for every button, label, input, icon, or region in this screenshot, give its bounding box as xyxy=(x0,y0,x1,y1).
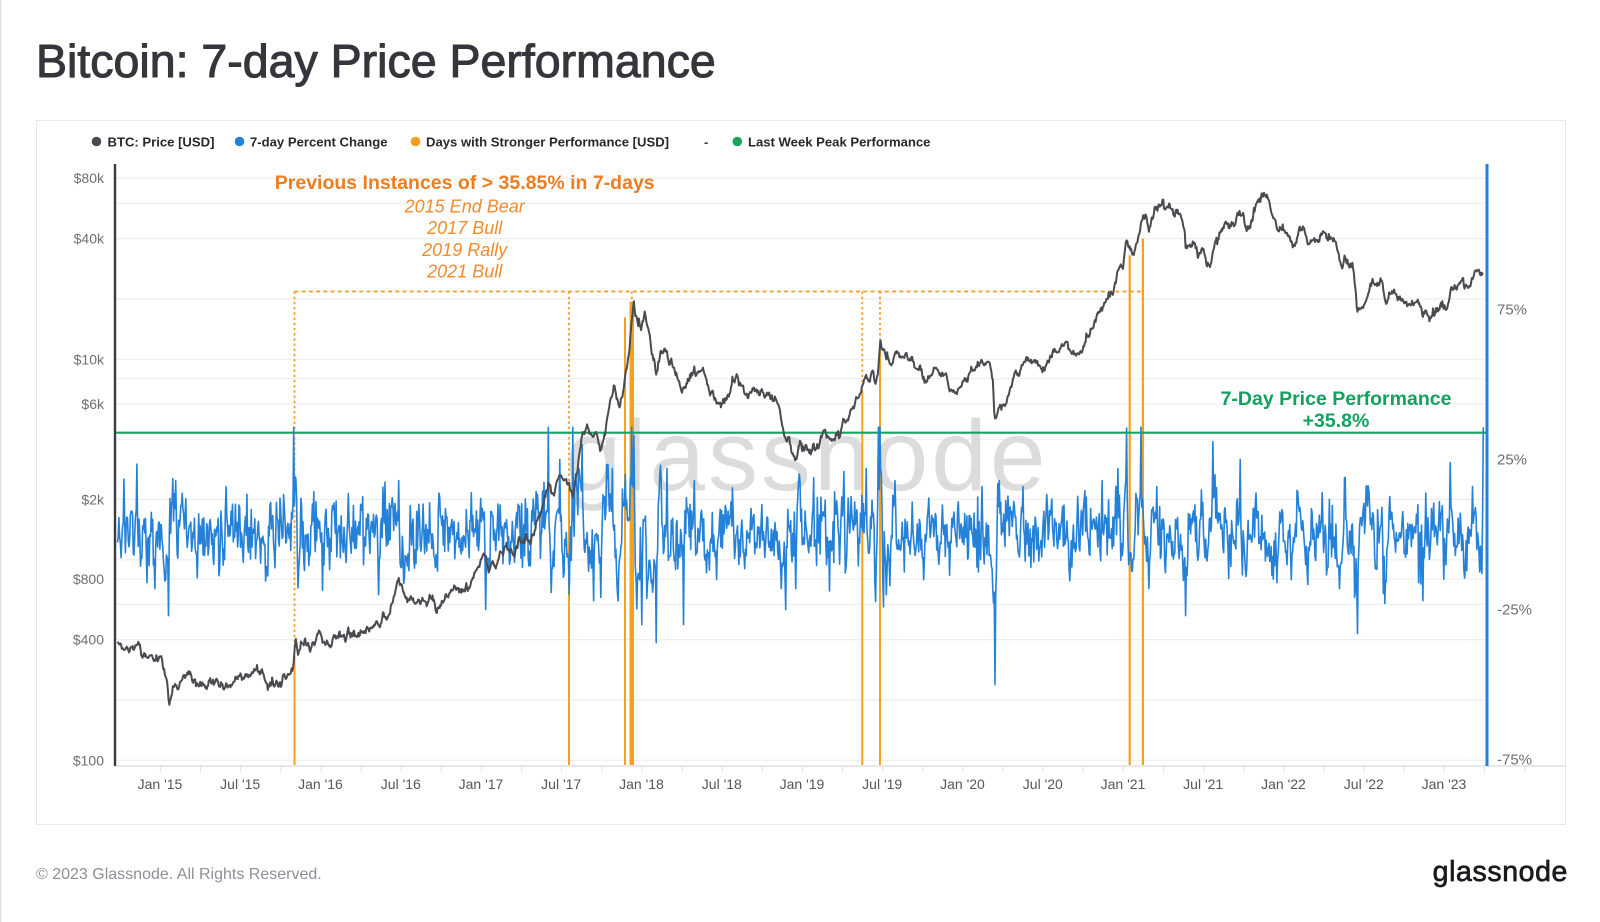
svg-text:7-day Percent Change: 7-day Percent Change xyxy=(250,135,388,150)
svg-text:glassnode: glassnode xyxy=(566,400,1049,512)
svg-text:Jul '16: Jul '16 xyxy=(381,776,421,792)
svg-text:$80k: $80k xyxy=(74,170,105,186)
svg-text:Jan '20: Jan '20 xyxy=(940,776,985,792)
svg-text:Jan '21: Jan '21 xyxy=(1101,776,1146,792)
svg-text:Jul '22: Jul '22 xyxy=(1344,776,1384,792)
svg-text:Jan '22: Jan '22 xyxy=(1261,776,1306,792)
svg-text:$10k: $10k xyxy=(74,351,105,367)
svg-text:-75%: -75% xyxy=(1497,752,1532,769)
svg-text:$6k: $6k xyxy=(81,396,105,412)
svg-text:Last Week Peak Performance: Last Week Peak Performance xyxy=(748,135,930,150)
svg-text:2017 Bull: 2017 Bull xyxy=(426,218,503,238)
svg-text:Previous Instances of > 35.85%: Previous Instances of > 35.85% in 7-days xyxy=(275,172,655,194)
svg-text:Jul '17: Jul '17 xyxy=(541,776,581,792)
svg-text:Bitcoin: 7-day Price Performan: Bitcoin: 7-day Price Performance xyxy=(36,35,716,87)
svg-text:$40k: $40k xyxy=(74,231,105,247)
svg-text:2015 End Bear: 2015 End Bear xyxy=(404,196,526,216)
svg-text:-25%: -25% xyxy=(1497,602,1532,619)
svg-text:$100: $100 xyxy=(73,752,104,768)
svg-text:Jan '16: Jan '16 xyxy=(298,776,343,792)
svg-text:Jul '15: Jul '15 xyxy=(220,776,260,792)
svg-text:Jul '21: Jul '21 xyxy=(1183,776,1223,792)
svg-text:7-Day Price Performance: 7-Day Price Performance xyxy=(1221,388,1452,410)
svg-text:75%: 75% xyxy=(1497,302,1527,319)
svg-text:Jan '19: Jan '19 xyxy=(780,776,825,792)
svg-text:$2k: $2k xyxy=(81,491,105,507)
svg-text:$800: $800 xyxy=(73,571,104,587)
svg-text:-: - xyxy=(704,135,708,150)
svg-text:+35.8%: +35.8% xyxy=(1303,410,1370,432)
svg-text:© 2023 Glassnode. All Rights R: © 2023 Glassnode. All Rights Reserved. xyxy=(36,866,322,883)
svg-text:2019 Rally: 2019 Rally xyxy=(421,240,508,260)
svg-text:Days with Stronger Performance: Days with Stronger Performance [USD] xyxy=(426,135,669,150)
svg-text:glassnode: glassnode xyxy=(1433,856,1568,888)
svg-text:Jul '20: Jul '20 xyxy=(1023,776,1063,792)
svg-text:Jan '17: Jan '17 xyxy=(459,776,504,792)
svg-text:$400: $400 xyxy=(73,632,104,648)
svg-text:Jan '23: Jan '23 xyxy=(1422,776,1467,792)
svg-text:25%: 25% xyxy=(1497,452,1527,469)
svg-text:2021 Bull: 2021 Bull xyxy=(426,262,503,282)
svg-text:Jul '19: Jul '19 xyxy=(862,776,902,792)
svg-text:Jan '15: Jan '15 xyxy=(138,776,183,792)
svg-text:Jul '18: Jul '18 xyxy=(702,776,742,792)
svg-text:BTC: Price [USD]: BTC: Price [USD] xyxy=(108,135,215,150)
svg-text:Jan '18: Jan '18 xyxy=(619,776,664,792)
